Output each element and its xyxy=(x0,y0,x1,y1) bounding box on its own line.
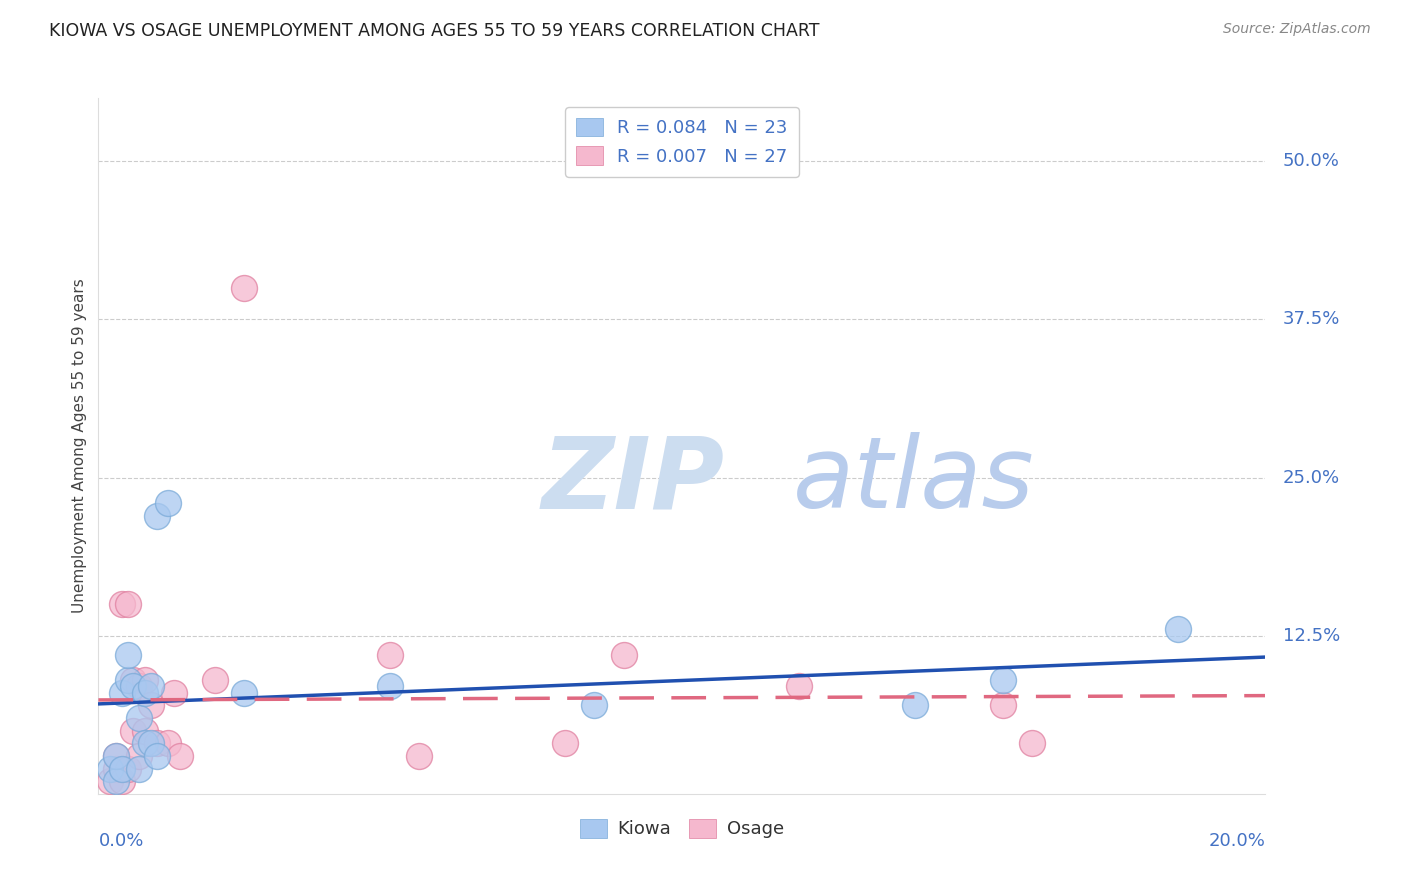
Point xyxy=(583,698,606,713)
Point xyxy=(104,774,127,789)
Text: 50.0%: 50.0% xyxy=(1282,153,1340,170)
Point xyxy=(98,774,121,789)
Point xyxy=(991,698,1014,713)
Point xyxy=(612,648,634,662)
Text: 37.5%: 37.5% xyxy=(1282,310,1340,328)
Point xyxy=(134,723,156,738)
Point xyxy=(157,496,180,510)
Point xyxy=(122,723,145,738)
Text: 20.0%: 20.0% xyxy=(1209,832,1265,850)
Legend: Kiowa, Osage: Kiowa, Osage xyxy=(571,810,793,847)
Point xyxy=(169,748,191,763)
Point xyxy=(233,281,256,295)
Point xyxy=(111,762,134,776)
Point xyxy=(104,762,127,776)
Text: ZIP: ZIP xyxy=(541,433,725,529)
Point xyxy=(117,648,139,662)
Text: 12.5%: 12.5% xyxy=(1282,627,1340,645)
Point xyxy=(204,673,226,687)
Point xyxy=(104,748,127,763)
Point xyxy=(1021,736,1043,750)
Point xyxy=(98,762,121,776)
Point xyxy=(408,748,430,763)
Point xyxy=(554,736,576,750)
Point xyxy=(134,686,156,700)
Point xyxy=(146,508,169,523)
Point xyxy=(104,748,127,763)
Text: Source: ZipAtlas.com: Source: ZipAtlas.com xyxy=(1223,22,1371,37)
Y-axis label: Unemployment Among Ages 55 to 59 years: Unemployment Among Ages 55 to 59 years xyxy=(72,278,87,614)
Point xyxy=(117,673,139,687)
Point xyxy=(122,679,145,693)
Point xyxy=(991,673,1014,687)
Point xyxy=(904,698,927,713)
Point xyxy=(117,597,139,611)
Point xyxy=(163,686,186,700)
Point xyxy=(139,698,162,713)
Point xyxy=(128,711,150,725)
Point xyxy=(139,736,162,750)
Point xyxy=(111,774,134,789)
Point xyxy=(134,736,156,750)
Point xyxy=(787,679,810,693)
Point xyxy=(146,736,169,750)
Point xyxy=(134,673,156,687)
Point xyxy=(233,686,256,700)
Text: KIOWA VS OSAGE UNEMPLOYMENT AMONG AGES 55 TO 59 YEARS CORRELATION CHART: KIOWA VS OSAGE UNEMPLOYMENT AMONG AGES 5… xyxy=(49,22,820,40)
Text: 0.0%: 0.0% xyxy=(98,832,143,850)
Point xyxy=(380,648,402,662)
Point xyxy=(380,679,402,693)
Point xyxy=(128,762,150,776)
Point xyxy=(117,762,139,776)
Point xyxy=(111,597,134,611)
Text: 25.0%: 25.0% xyxy=(1282,468,1340,487)
Point xyxy=(146,748,169,763)
Point xyxy=(1167,623,1189,637)
Text: atlas: atlas xyxy=(793,433,1035,529)
Point xyxy=(111,686,134,700)
Point xyxy=(128,748,150,763)
Point xyxy=(139,679,162,693)
Point xyxy=(157,736,180,750)
Point xyxy=(128,679,150,693)
Point xyxy=(122,673,145,687)
